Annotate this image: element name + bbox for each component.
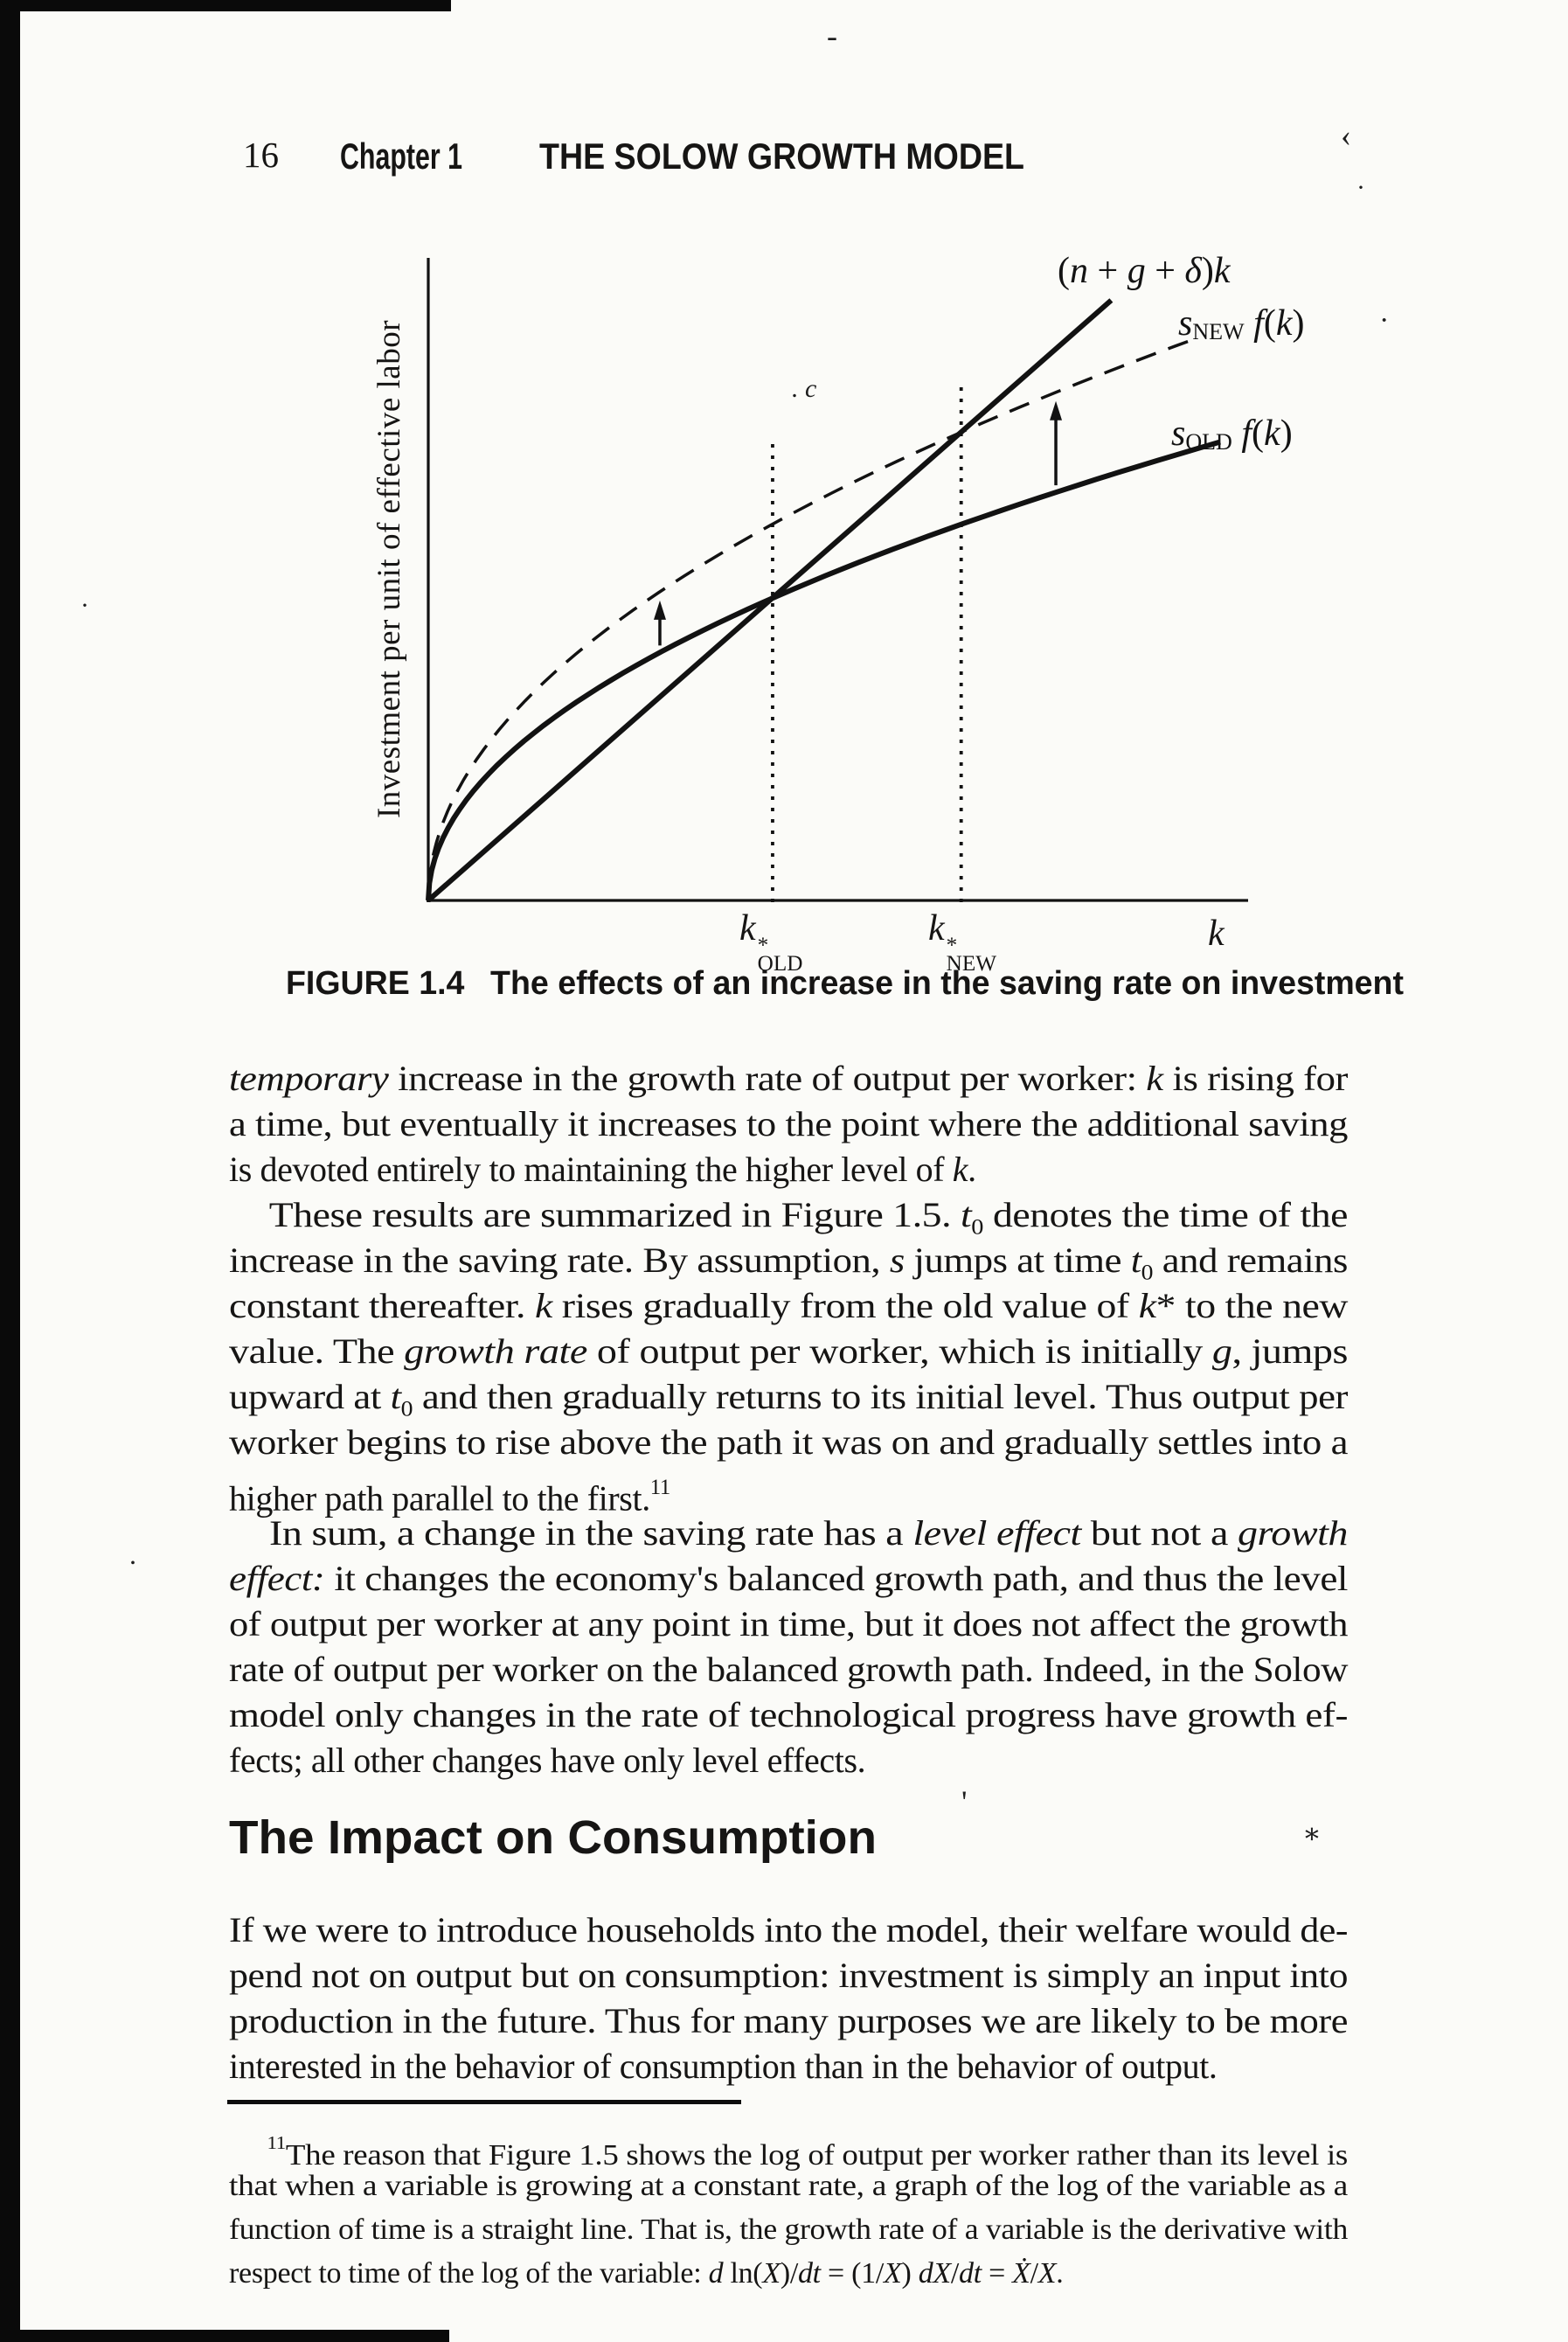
text-line: that when a variable is growing at a con… bbox=[229, 2170, 1348, 2202]
x-axis-label-k-star-old: k * OLD bbox=[739, 908, 803, 976]
scan-artifact: · bbox=[1379, 304, 1390, 337]
series-curve-2 bbox=[426, 439, 1221, 901]
y-axis-label: Investment per unit of effective labor bbox=[371, 319, 407, 819]
text-line: fects; all other changes have only level… bbox=[229, 1741, 866, 1780]
text-line: rate of output per worker on the balance… bbox=[229, 1650, 1348, 1689]
scan-artifact: ' bbox=[961, 1784, 968, 1819]
text-line: model only changes in the rate of techno… bbox=[229, 1695, 1348, 1734]
scan-artifact: ∗ bbox=[1302, 1817, 1322, 1849]
text-line: These results are summarized in Figure 1… bbox=[268, 1195, 1349, 1240]
scan-artifact: · bbox=[80, 591, 89, 620]
scan-artifact: · bbox=[1356, 173, 1365, 202]
chapter-label: Chapter 1 bbox=[340, 136, 462, 177]
text-line: function of time is a straight line. Tha… bbox=[229, 2213, 1348, 2246]
text-line: worker begins to rise above the path it … bbox=[229, 1422, 1348, 1462]
series-line-0 bbox=[427, 298, 1114, 903]
shift-arrow-head-0 bbox=[653, 600, 666, 620]
text-line: increase in the saving rate. By assumpti… bbox=[229, 1240, 1348, 1285]
text-line: constant thereafter. k rises gradually f… bbox=[229, 1286, 1348, 1325]
scan-artifact: . bbox=[129, 1539, 136, 1570]
scan-border-top bbox=[0, 0, 451, 11]
scan-artifact: ‹ bbox=[1341, 118, 1351, 153]
footnote-rule bbox=[227, 2100, 741, 2104]
text-line: value. The growth rate of output per wor… bbox=[229, 1331, 1348, 1371]
text-line: higher path parallel to the first.11 bbox=[229, 1476, 670, 1518]
s-new-curve-label: sNEW f(k) bbox=[1178, 303, 1305, 344]
text-line: temporary increase in the growth rate of… bbox=[229, 1059, 1349, 1098]
text-line: of output per worker at any point in tim… bbox=[229, 1604, 1348, 1644]
text-line: 11The reason that Figure 1.5 shows the l… bbox=[267, 2132, 1348, 2172]
s-old-curve-label: sOLD f(k) bbox=[1171, 413, 1293, 455]
scan-artifact: - bbox=[827, 18, 837, 53]
text-line: production in the future. Thus for many … bbox=[229, 2001, 1348, 2040]
break-even-investment-line-label: (n + g + δ)k bbox=[1058, 251, 1231, 291]
text-line: In sum, a change in the saving rate has … bbox=[269, 1513, 1348, 1553]
figure-caption-number: FIGURE 1.4 bbox=[286, 965, 465, 1002]
scan-artifact: . c bbox=[792, 374, 817, 403]
running-head-title: THE SOLOW GROWTH MODEL bbox=[539, 136, 1024, 177]
section-heading: The Impact on Consumption bbox=[229, 1811, 877, 1864]
text-line: effect: it changes the economy's balance… bbox=[229, 1559, 1348, 1598]
text-line: is devoted entirely to maintaining the h… bbox=[229, 1150, 976, 1189]
text-line: upward at t0 and then gradually returns … bbox=[229, 1377, 1348, 1421]
text-line: respect to time of the log of the variab… bbox=[229, 2257, 1064, 2290]
text-line: interested in the behavior of consumptio… bbox=[229, 2047, 1218, 2086]
shift-arrow-head-1 bbox=[1050, 400, 1063, 420]
x-axis-label-k-star-new: k * NEW bbox=[928, 908, 997, 976]
page-number: 16 bbox=[243, 135, 279, 175]
x-axis-label-k: k bbox=[1208, 914, 1225, 954]
scan-border-left bbox=[0, 0, 20, 2342]
figure-caption: FIGURE 1.4 The effects of an increase in … bbox=[286, 963, 1418, 1004]
scan-border-bottom bbox=[0, 2330, 449, 2342]
series-curve-1 bbox=[431, 337, 1197, 856]
figure-caption-text: The effects of an increase in the saving… bbox=[490, 965, 1404, 1002]
text-line: a time, but eventually it increases to t… bbox=[229, 1104, 1348, 1143]
text-line: If we were to introduce households into … bbox=[229, 1910, 1348, 1949]
text-line: pend not on output but on consumption: i… bbox=[229, 1956, 1348, 1995]
